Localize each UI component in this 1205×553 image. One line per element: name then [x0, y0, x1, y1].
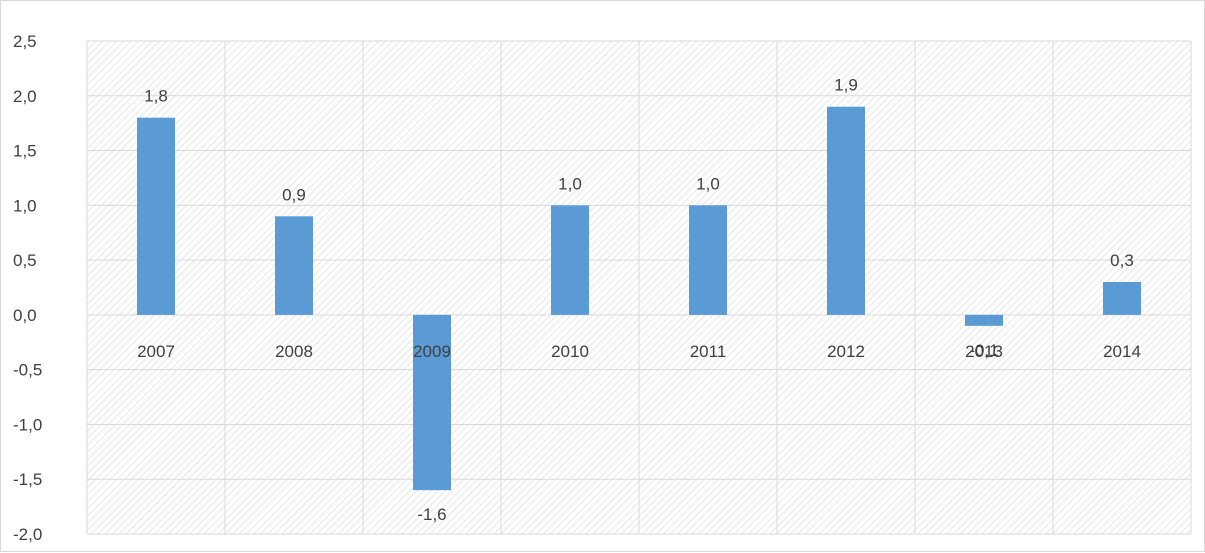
x-category-label: 2013 [965, 342, 1003, 361]
data-label: 1,9 [834, 76, 858, 95]
bar-2010 [551, 205, 589, 315]
y-tick-label: 0,0 [13, 306, 37, 325]
bar-2011 [689, 205, 727, 315]
bar-2007 [137, 117, 175, 315]
data-label: 1,0 [558, 174, 582, 193]
x-category-label: 2014 [1103, 342, 1141, 361]
y-tick-label: -2,0 [13, 525, 42, 544]
data-label: 0,9 [282, 185, 306, 204]
data-label: -1,6 [417, 505, 446, 524]
bar-2008 [275, 216, 313, 315]
gridlines [86, 40, 1192, 535]
bar-2009 [413, 314, 451, 491]
x-category-label: 2007 [137, 342, 175, 361]
data-label: 1,8 [144, 87, 168, 106]
y-tick-label: 1,5 [13, 142, 37, 161]
bar-2012 [827, 106, 865, 315]
x-category-label: 2010 [551, 342, 589, 361]
y-tick-label: -1,0 [13, 415, 42, 434]
y-tick-label: 0,5 [13, 251, 37, 270]
x-category-label: 2012 [827, 342, 865, 361]
bar-2014 [1103, 282, 1141, 315]
bar-2013 [965, 314, 1003, 326]
x-category-label: 2011 [690, 342, 727, 361]
y-axis-ticks: 2,5 2,0 1,5 1,0 0,5 0,0 -0,5 -1,0 -1,5 -2,0 [13, 32, 42, 544]
y-tick-label: -0,5 [13, 361, 42, 380]
y-tick-label: -1,5 [13, 470, 42, 489]
y-tick-label: 2,5 [13, 32, 37, 51]
data-label: 1,0 [696, 174, 720, 193]
data-labels: 1,8 0,9 -1,6 1,0 1,0 1,9 -0,1 0,3 [144, 76, 1134, 524]
x-category-label: 2009 [413, 342, 451, 361]
data-label: -0,1 [969, 341, 998, 360]
x-category-label: 2008 [275, 342, 313, 361]
y-tick-label: 2,0 [13, 87, 37, 106]
y-tick-label: 1,0 [13, 196, 37, 215]
bars [137, 106, 1141, 491]
category-labels: 2007 2008 2009 2010 2011 2012 2013 2014 [137, 342, 1141, 361]
data-label: 0,3 [1110, 251, 1134, 270]
